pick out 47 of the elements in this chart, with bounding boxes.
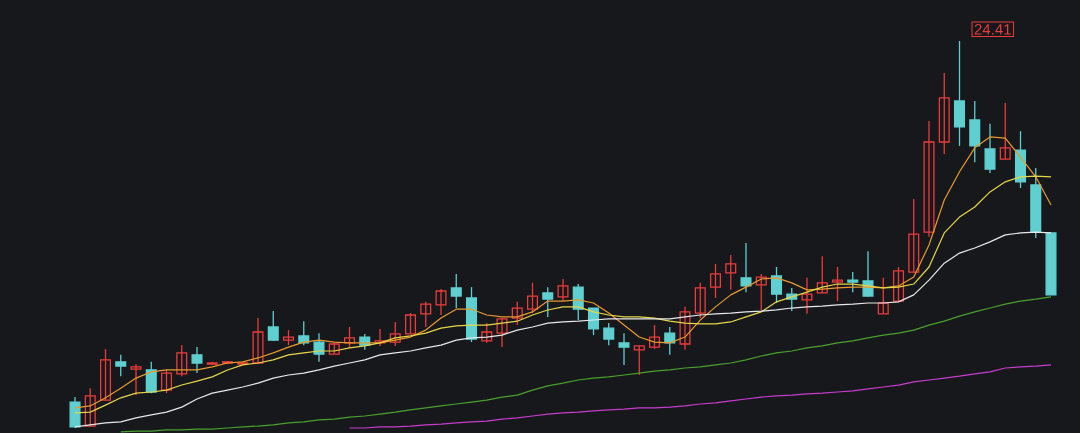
candlestick	[923, 120, 935, 238]
candlestick	[694, 282, 706, 319]
candlestick	[450, 273, 462, 309]
candlestick	[252, 317, 264, 364]
candlestick	[343, 326, 356, 349]
candlestick	[374, 328, 386, 347]
candlestick	[938, 72, 950, 155]
candlestick	[892, 266, 905, 302]
candlestick	[496, 317, 508, 348]
candlestick	[526, 282, 539, 314]
candlestick	[603, 322, 615, 346]
candlestick	[481, 322, 493, 344]
candlestick	[420, 301, 432, 328]
candlestick	[557, 278, 569, 302]
candlestick	[648, 324, 661, 350]
candlestick	[999, 102, 1011, 160]
candlestick	[877, 277, 889, 315]
candlestick	[618, 332, 630, 366]
candlestick	[664, 326, 676, 356]
candlestick	[99, 348, 112, 401]
candlestick	[755, 273, 767, 311]
candlestick	[709, 263, 722, 299]
text: 24.41	[974, 24, 1011, 35]
candlestick	[176, 344, 188, 377]
candlestick	[115, 354, 127, 377]
candlestick	[404, 312, 417, 335]
candlestick	[435, 288, 447, 316]
candlestick	[816, 255, 828, 294]
candlestick	[847, 271, 859, 293]
candlestick	[725, 254, 737, 291]
candlestick	[679, 306, 691, 351]
candlestick	[770, 266, 783, 304]
candlestick	[908, 198, 920, 273]
candlestick	[511, 301, 523, 326]
candlestick	[389, 321, 401, 347]
candlestick	[542, 286, 554, 318]
candlestick	[130, 363, 142, 396]
candlestick	[633, 345, 645, 376]
candlestick	[801, 277, 813, 315]
candlestick	[267, 310, 279, 342]
candlestick	[740, 242, 752, 293]
candlestick	[84, 387, 96, 427]
candlestick	[145, 361, 157, 394]
candlestick	[191, 346, 203, 374]
candlestick	[160, 369, 173, 394]
candlestick	[984, 123, 996, 174]
candlestick	[831, 266, 844, 302]
